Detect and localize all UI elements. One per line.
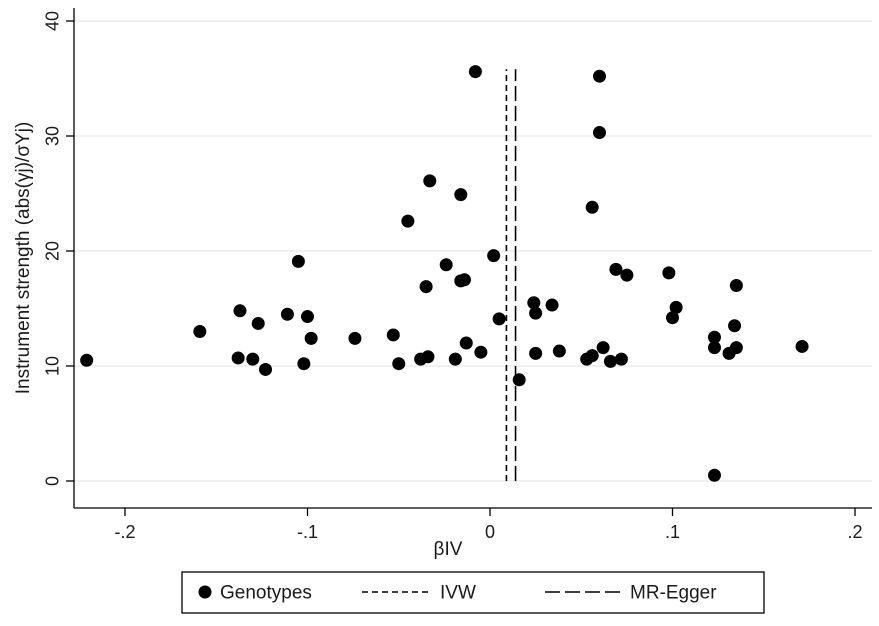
data-point (585, 349, 599, 363)
plot-region: 0 10 20 30 40 -.2 -.1 0 .1 .2 (42, 8, 872, 542)
data-point (454, 188, 468, 202)
y-axis: 0 10 20 30 40 (42, 8, 75, 508)
data-point (593, 69, 606, 83)
data-point (474, 345, 488, 359)
data-point (304, 331, 318, 345)
data-point (421, 350, 435, 364)
data-point (552, 344, 566, 358)
data-point (231, 351, 245, 365)
data-point (512, 373, 526, 387)
data-point (419, 280, 433, 294)
legend-label: IVW (440, 583, 476, 604)
data-point (795, 339, 809, 353)
data-point (492, 312, 506, 326)
data-point (297, 357, 311, 371)
data-point (291, 254, 305, 268)
x-tick-label: .2 (847, 522, 862, 542)
data-point (614, 352, 628, 366)
data-point (251, 316, 265, 330)
x-tick-label: 0 (485, 522, 495, 542)
data-point (80, 353, 94, 367)
data-point (596, 341, 610, 355)
data-point (729, 341, 743, 355)
x-tick-label: -.2 (114, 522, 135, 542)
data-point (233, 304, 247, 318)
data-point (423, 174, 437, 188)
data-point (259, 362, 273, 376)
data-point (459, 336, 473, 350)
data-point (439, 258, 453, 272)
y-tick-label: 10 (42, 356, 62, 376)
y-tick-label: 20 (42, 241, 62, 261)
grid-lines (74, 20, 872, 482)
data-point (301, 310, 314, 324)
data-point (468, 65, 482, 79)
y-axis-title: Instrument strength (abs(γj)/σYj) (13, 122, 34, 395)
x-axis: -.2 -.1 0 .1 .2 (74, 507, 872, 542)
data-point (401, 214, 415, 228)
data-point (527, 296, 541, 310)
data-point (609, 262, 623, 276)
data-point (280, 307, 294, 321)
data-point (585, 200, 599, 214)
data-point (348, 331, 362, 345)
data-point (386, 328, 400, 342)
data-point (593, 126, 606, 140)
legend-box (181, 571, 765, 614)
data-point (729, 279, 743, 292)
legend-symbol-genotypes (198, 585, 212, 599)
data-point (669, 300, 683, 314)
data-point (487, 249, 501, 263)
data-point (620, 268, 634, 282)
data-point (603, 354, 617, 368)
data-points (80, 65, 809, 482)
data-point (193, 325, 207, 338)
data-point (707, 341, 721, 355)
y-tick-label: 0 (42, 476, 62, 486)
data-point (529, 306, 543, 320)
legend-label: Genotypes (220, 583, 312, 604)
legend: Genotypes IVW MR-Egger (181, 571, 765, 614)
data-point (392, 357, 406, 371)
data-point (728, 319, 742, 333)
data-point (662, 266, 676, 280)
y-tick-label: 40 (42, 11, 62, 31)
data-point (545, 298, 559, 312)
reference-lines (505, 69, 517, 481)
data-point (707, 468, 721, 482)
data-point (529, 346, 543, 360)
data-point (448, 352, 462, 366)
x-tick-label: -.1 (297, 522, 318, 542)
legend-label: MR-Egger (630, 583, 717, 604)
data-point (246, 352, 260, 366)
x-axis-title: βIV (434, 539, 463, 560)
data-point (457, 273, 471, 287)
y-tick-label: 30 (42, 126, 62, 146)
data-point (666, 311, 679, 325)
data-point (707, 330, 721, 344)
x-tick-label: .1 (665, 522, 680, 542)
